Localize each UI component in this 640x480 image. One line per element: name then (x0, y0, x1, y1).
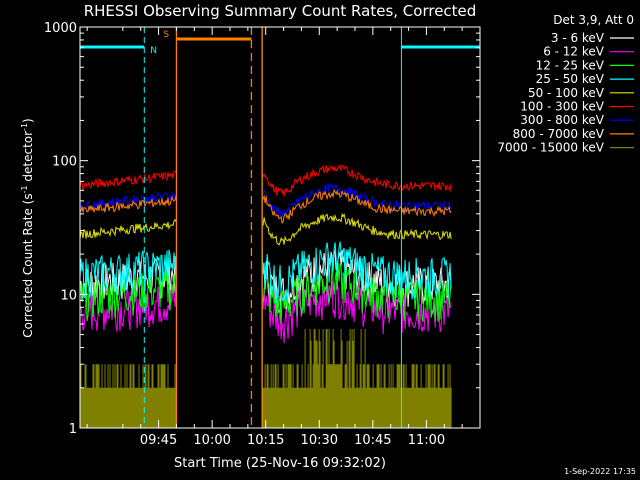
x-tick-label: 11:00 (408, 433, 445, 448)
series-trace (79, 212, 452, 246)
series-segment (261, 182, 452, 219)
series-segment (79, 249, 177, 298)
x-tick-label: 10:45 (354, 433, 391, 448)
x-tick-label: 10:15 (247, 433, 284, 448)
series-segment (79, 190, 177, 211)
legend-entry: 100 - 300 keV (520, 100, 604, 114)
series-segment (261, 189, 452, 224)
series-segment (79, 271, 177, 322)
x-tick-label: 09:45 (140, 433, 177, 448)
series-segment (79, 170, 177, 192)
legend-entry: 25 - 50 keV (536, 72, 605, 86)
legend-entry: 50 - 100 keV (528, 86, 605, 100)
legend-entry: 7000 - 15000 keV (497, 141, 604, 155)
series-trace (79, 182, 452, 219)
series-segment (79, 195, 177, 213)
y-tick-label: 100 (52, 155, 77, 170)
series-trace (79, 164, 452, 197)
legend-header: Det 3,9, Att 0 (553, 13, 634, 27)
series-segment (262, 263, 452, 324)
night-label: N (150, 46, 157, 56)
legend-entry: 300 - 800 keV (520, 113, 604, 127)
series-segment (261, 164, 452, 197)
legend-entry: 12 - 25 keV (536, 58, 605, 72)
y-axis-label: Corrected Count Rate (s-1 detector-1) (20, 118, 35, 337)
series-trace (79, 241, 452, 304)
x-tick-label: 10:00 (193, 433, 230, 448)
legend-entry: 3 - 6 keV (551, 31, 605, 45)
series-trace (79, 277, 452, 344)
series-trace (79, 263, 452, 324)
axes: 09:45 10:00 10:15 10:30 10:45 11:00 1 10 100 1000 (44, 21, 481, 448)
legend-entry: 6 - 12 keV (543, 45, 605, 59)
x-tick-label: 10:30 (301, 433, 338, 448)
chart-title: RHESSI Observing Summary Count Rates, Co… (84, 2, 477, 20)
saa-label: S (163, 30, 169, 40)
series-segment (261, 241, 452, 304)
y-tick-label: 10 (60, 288, 77, 303)
timestamp: 1-Sep-2022 17:35 (564, 467, 636, 476)
legend-entry: 800 - 7000 keV (513, 127, 605, 141)
series-segment (79, 286, 177, 332)
y-tick-label: 1 (69, 422, 77, 437)
series-segment (79, 218, 177, 239)
series-segment (261, 277, 452, 344)
series-trace (79, 329, 452, 428)
series-trace (79, 189, 452, 224)
series-segment (261, 212, 452, 246)
x-axis-label: Start Time (25-Nov-16 09:32:02) (174, 456, 386, 471)
plot-frame (79, 26, 481, 429)
y-tick-label: 1000 (44, 21, 77, 36)
